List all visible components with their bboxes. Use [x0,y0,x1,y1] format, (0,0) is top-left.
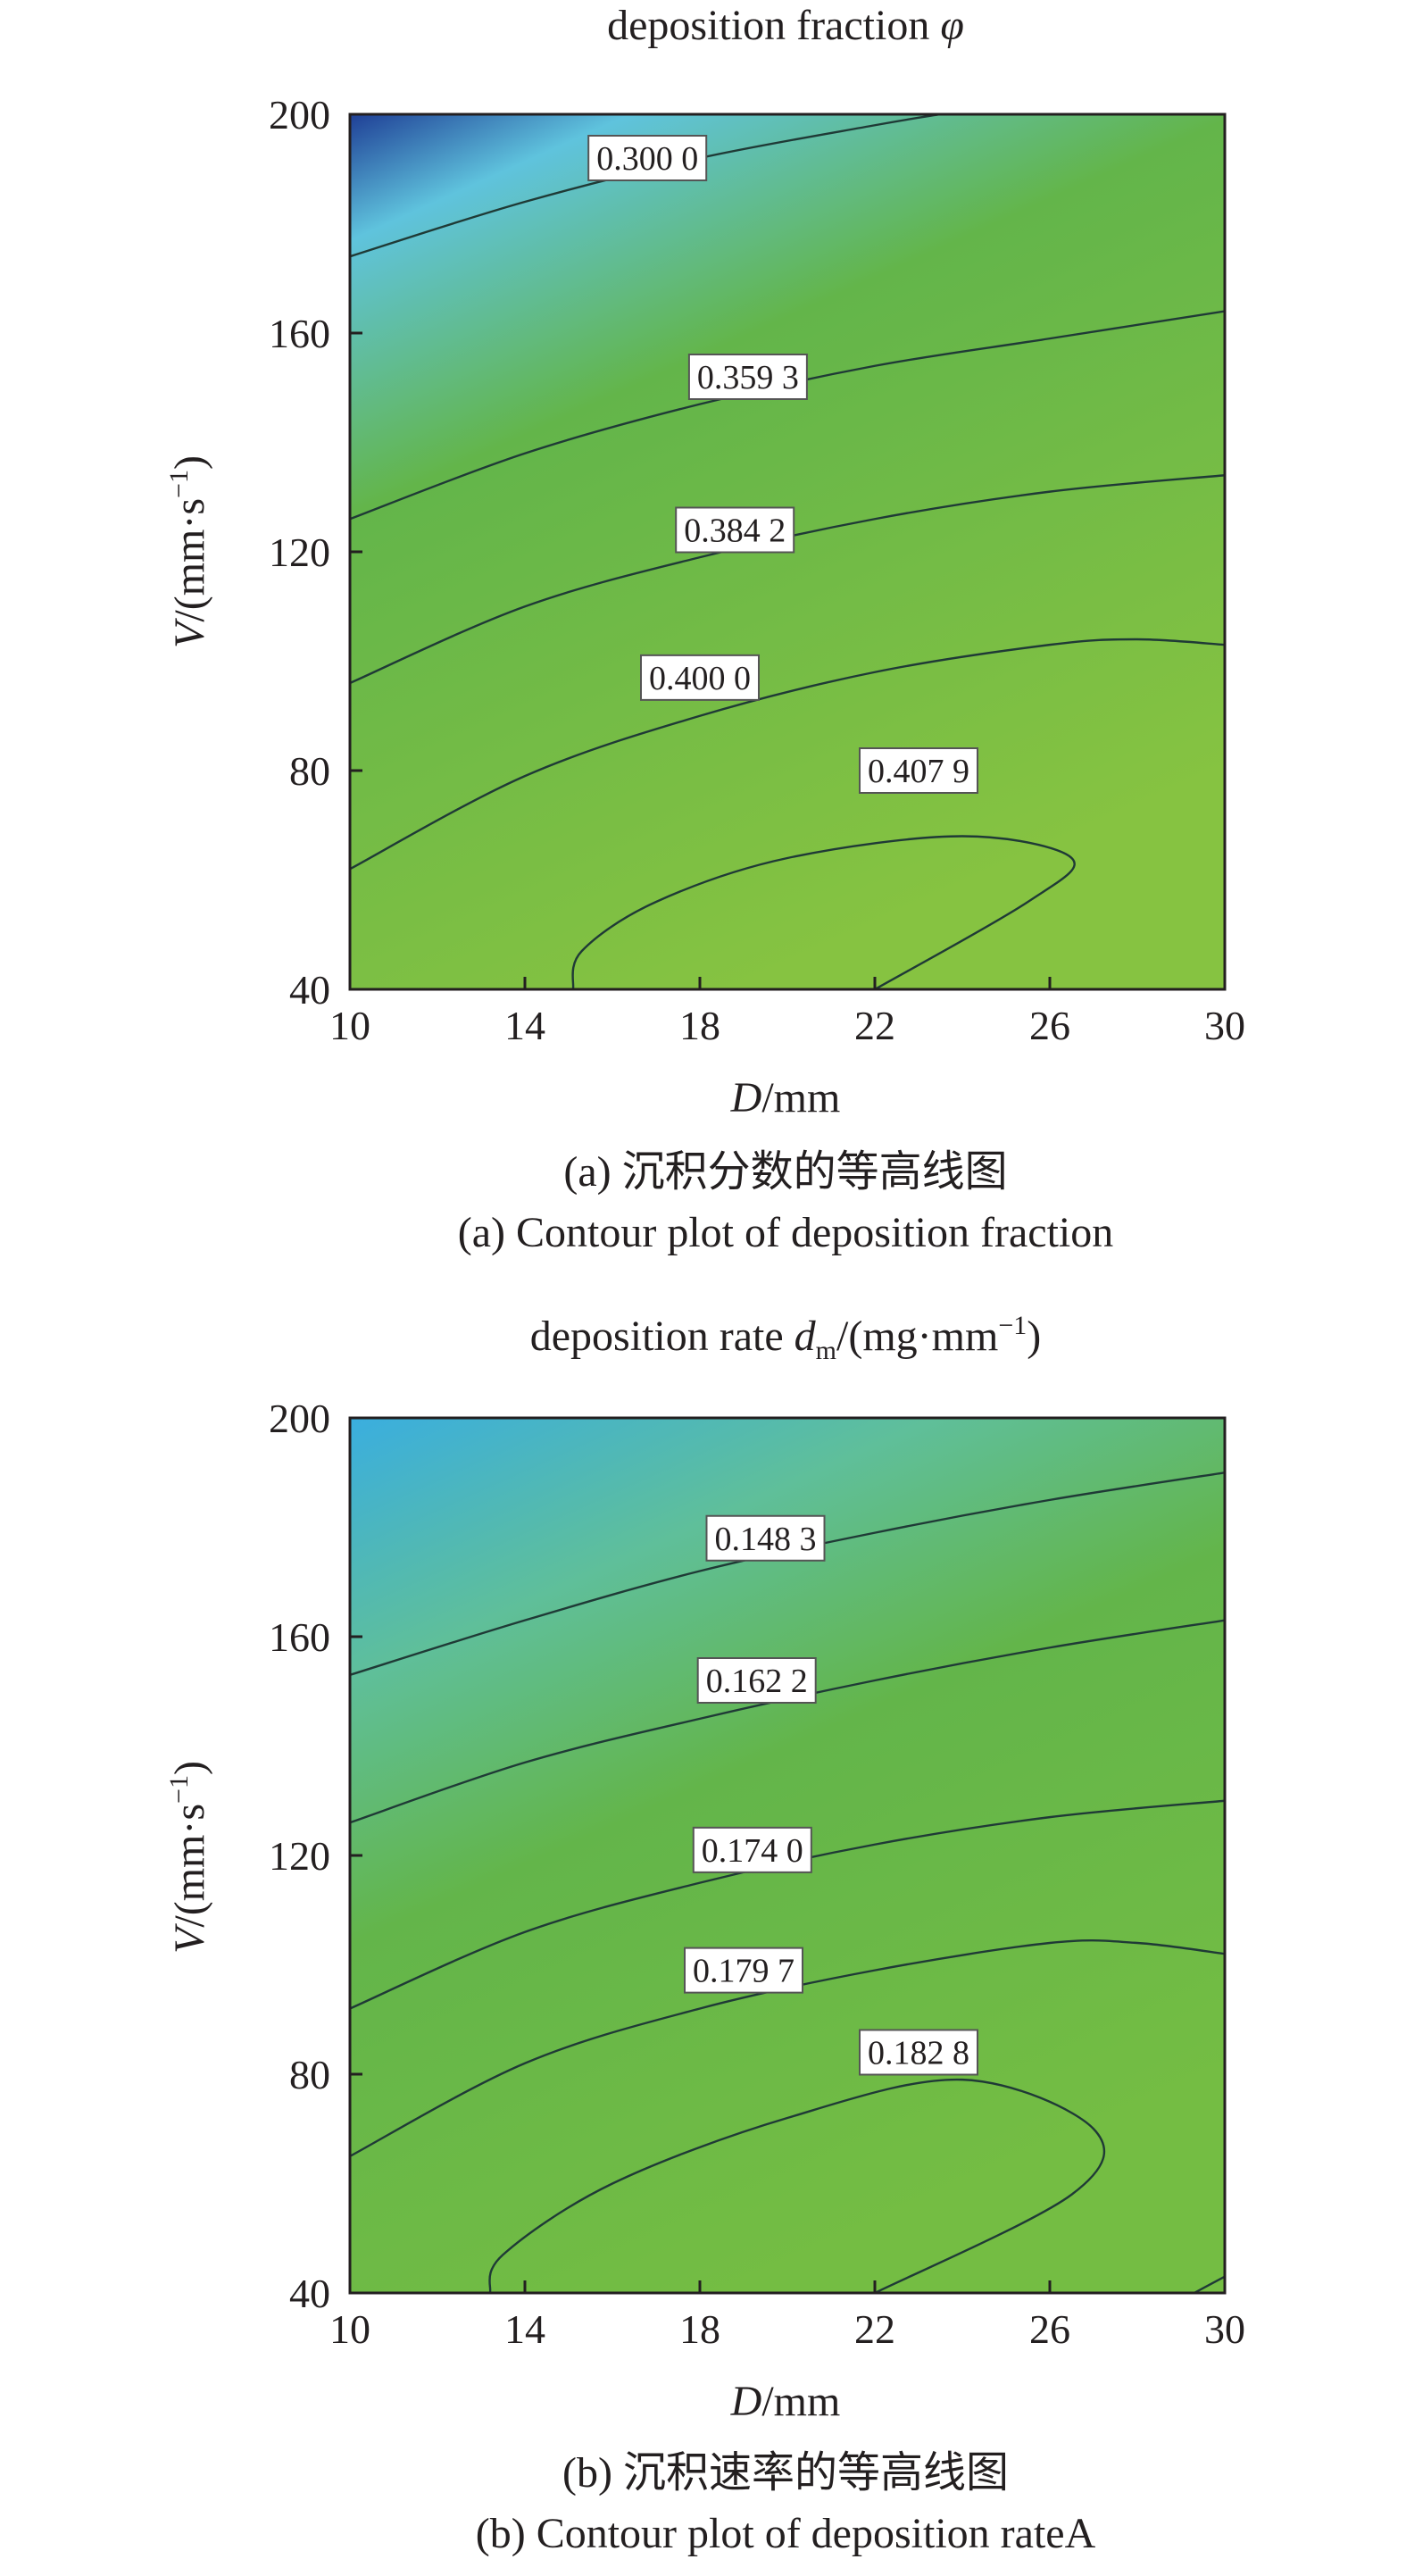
y-tick-label: 200 [269,92,330,138]
y-tick-label: 80 [289,748,330,794]
panel-a-caption-cn: (a) 沉积分数的等高线图 [563,1148,1007,1196]
y-tick-label: 80 [289,2052,330,2097]
panel-b: deposition rate dm/(mg·mm−1) 0.148 3 0.16… [164,1311,1245,2557]
contour-label: 0.407 9 [859,747,978,794]
svg-text:0.359 3: 0.359 3 [697,359,799,396]
contour-label: 0.174 0 [692,1826,812,1873]
x-tick-label: 10 [329,2306,370,2352]
contour-label: 0.162 2 [696,1657,817,1704]
panel-b-x-axis-label: D/mm [730,2378,841,2425]
svg-text:0.162 2: 0.162 2 [706,1663,808,1700]
x-tick-label: 30 [1204,2306,1245,2352]
contour-label: 0.384 2 [675,506,795,554]
panel-a-caption-en: (a) Contour plot of deposition fraction [458,1209,1114,1256]
panel-a-title: deposition fraction φ [607,2,964,49]
contour-label: 0.359 3 [687,354,808,400]
y-tick-label: 120 [269,529,330,575]
contour-label: 0.400 0 [640,654,760,701]
y-tick-label: 40 [289,967,330,1013]
svg-text:0.300 0: 0.300 0 [596,140,698,178]
x-tick-label: 26 [1029,2306,1070,2352]
panel-b-caption-cn: (b) 沉积速率的等高线图 [562,2449,1009,2497]
contour-line [571,835,1076,989]
y-tick-label: 120 [269,1833,330,1879]
contour-label: 0.300 0 [587,135,708,181]
panel-b-title: deposition rate dm/(mg·mm−1) [530,1311,1041,1365]
panel-b-plot-area: 0.148 3 0.162 2 0.174 0 0.179 7 0.182 8 10 14 1… [269,1396,1245,2352]
panel-a-y-axis-label: V/(mm·s−1) [164,455,213,648]
svg-text:0.400 0: 0.400 0 [649,660,751,697]
svg-text:0.384 2: 0.384 2 [684,513,786,550]
panel-b-y-axis-label: V/(mm·s−1) [164,1761,213,1954]
svg-text:0.407 9: 0.407 9 [868,753,969,790]
y-tick-label: 160 [269,1614,330,1660]
y-tick-label: 160 [269,311,330,356]
svg-text:0.174 0: 0.174 0 [702,1832,803,1870]
x-tick-label: 22 [854,1003,895,1048]
contour-line [350,1939,1225,2157]
contour-line [488,2078,1106,2293]
panel-a: deposition fraction φ 0.300 0 0.359 3 0.38… [164,2,1245,1256]
x-tick-label: 10 [329,1003,370,1048]
y-tick-label: 200 [269,1396,330,1441]
panel-a-x-axis-label: D/mm [730,1074,841,1121]
x-tick-label: 30 [1204,1003,1245,1048]
x-tick-label: 26 [1029,1003,1070,1048]
contour-label: 0.182 8 [859,2029,978,2076]
contour-label: 0.148 3 [705,1514,826,1562]
svg-text:0.148 3: 0.148 3 [715,1521,817,1558]
contour-label: 0.179 7 [684,1947,803,1994]
x-tick-label: 18 [679,2306,720,2352]
svg-text:0.182 8: 0.182 8 [868,2035,969,2072]
panel-a-plot-area: 0.300 0 0.359 3 0.384 2 0.400 0 0.407 9 10 14 1… [269,92,1245,1048]
x-tick-label: 22 [854,2306,895,2352]
x-tick-label: 14 [504,1003,545,1048]
x-tick-label: 14 [504,2306,545,2352]
x-tick-label: 18 [679,1003,720,1048]
y-tick-label: 40 [289,2271,330,2316]
svg-text:0.179 7: 0.179 7 [693,1953,795,1990]
panel-b-caption-en: (b) Contour plot of deposition rateA [476,2510,1096,2557]
contour-line [350,638,1225,871]
